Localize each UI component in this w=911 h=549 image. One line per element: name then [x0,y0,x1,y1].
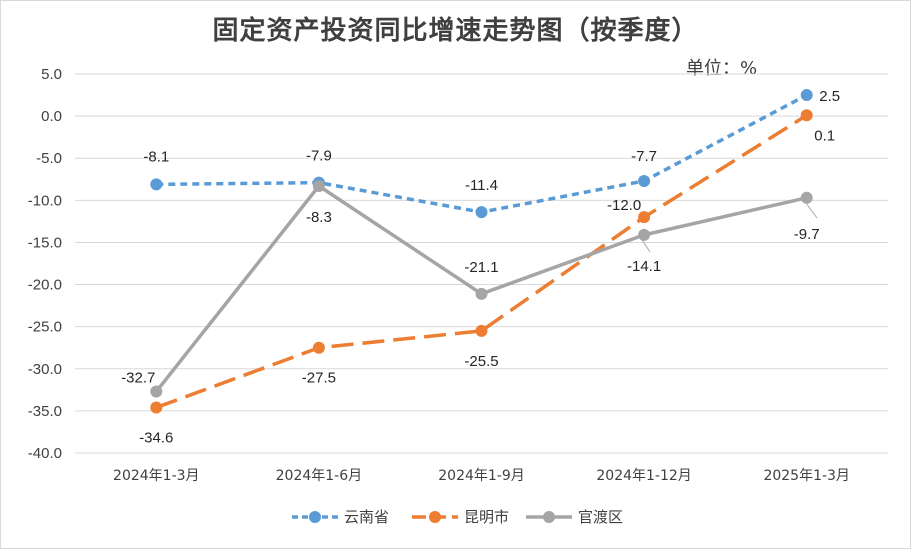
data-label: -14.1 [627,258,661,275]
data-label: -21.1 [464,259,498,276]
x-tick-label: 2025年1-3月 [763,468,850,484]
data-label: -27.5 [302,370,336,387]
data-point [800,89,813,102]
x-tick-label: 2024年1-6月 [276,468,363,484]
data-point [150,178,163,191]
data-point [800,109,813,122]
y-axis: 5.0 0.0 -5.0 -10.0 -15.0 -20.0 -25.0 -30.0 -35.0… [28,66,62,462]
x-axis: 2024年1-3月 2024年1-6月 2024年1-9月 2024年1-12月 202… [113,468,850,484]
data-label: -9.7 [794,226,820,243]
y-tick-label: -5.0 [36,150,62,167]
data-point [475,324,488,337]
data-point [150,385,163,398]
data-label: -7.9 [306,148,332,165]
data-point [638,174,651,187]
y-tick-label: -10.0 [28,192,62,209]
y-tick-label: -15.0 [28,234,62,251]
legend-swatch-marker [429,511,441,523]
legend-label: 官渡区 [578,508,623,526]
legend-label: 昆明市 [464,508,509,526]
series-line-0 [156,93,808,214]
data-label: -7.7 [631,148,657,165]
y-tick-label: -40.0 [28,445,62,462]
data-labels: -8.1 -7.9 -11.4 -7.7 2.5 -34.6 -27.5 -25.5 -12.0… [121,88,840,446]
x-tick-label: 2024年1-3月 [113,468,200,484]
chart-title: 固定资产投资同比增速走势图（按季度） [212,16,699,46]
legend-swatch-marker [309,511,321,523]
data-label: -34.6 [139,430,173,447]
data-point [638,228,651,241]
y-tick-label: -20.0 [28,277,62,294]
series-line-1 [155,113,808,410]
label-leader-line [805,202,818,219]
data-label: -8.3 [306,209,332,226]
data-label: 0.1 [814,127,835,144]
data-label: -25.5 [464,353,498,370]
gridlines [75,73,888,454]
data-label: -11.4 [465,177,498,194]
data-point [475,287,488,300]
legend-item-1[interactable]: 昆明市 [412,508,509,526]
data-point [312,180,325,193]
legend-item-2[interactable]: 官渡区 [526,508,623,526]
data-point [800,191,813,204]
data-point [150,401,163,414]
data-label: -8.1 [143,148,169,165]
data-point [638,211,651,224]
y-tick-label: 5.0 [41,66,62,83]
x-tick-label: 2024年1-9月 [438,468,525,484]
data-point [312,341,325,354]
data-label: -12.0 [607,197,641,214]
series-points [150,89,813,414]
y-tick-label: -30.0 [28,361,62,378]
data-label: 2.5 [819,88,840,105]
label-leader-line [641,239,651,253]
y-tick-label: 0.0 [41,108,62,125]
data-label: -32.7 [121,370,155,387]
y-tick-label: -35.0 [28,403,62,420]
data-point [475,206,488,219]
y-tick-label: -25.0 [28,319,62,336]
legend-label: 云南省 [344,508,389,526]
x-tick-label: 2024年1-12月 [596,468,691,484]
legend-swatch-marker [543,511,555,523]
legend-item-0[interactable]: 云南省 [292,508,389,526]
legend[interactable]: 云南省 昆明市 官渡区 [292,508,623,526]
